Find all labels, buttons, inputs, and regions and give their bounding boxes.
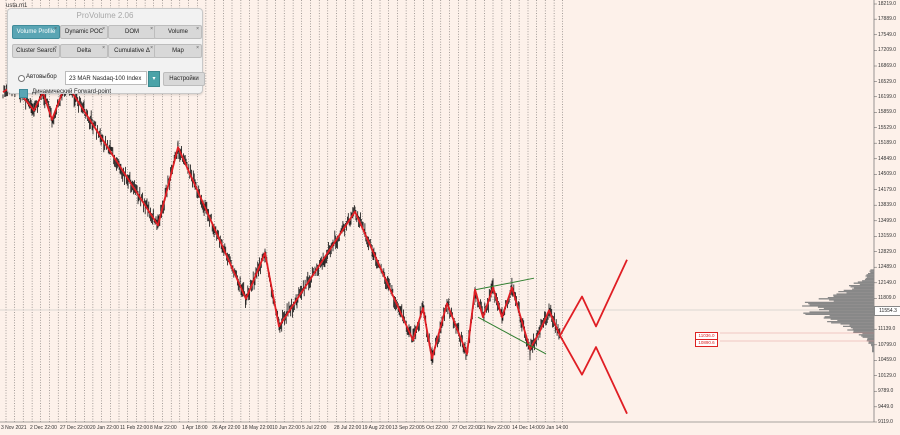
time-tick-label: 21 Nov 22:00 (480, 425, 510, 431)
provolume-panel: ProVolume 2.06 Volume Profile × Dynamic P… (7, 8, 205, 98)
price-tick-label: 12149.0 (878, 279, 897, 286)
cluster-search-button[interactable]: Cluster Search × (12, 44, 60, 58)
price-tick-label: 14179.0 (878, 186, 897, 193)
time-tick-label: 5 Jul 22:00 (302, 425, 327, 431)
time-tick-label: 27 Oct 22:00 (452, 425, 481, 431)
chevron-down-icon[interactable]: ▾ (148, 71, 160, 87)
time-tick-label: 3 Nov 2021 (1, 425, 27, 431)
time-tick-label: 28 Jul 22:00 (334, 425, 362, 431)
price-tick-label: 13499.0 (878, 217, 897, 224)
price-tick-label: 9449.0 (878, 403, 894, 410)
time-tick-label: 13 Sep 22:00 (392, 425, 422, 431)
time-tick-label: 11 Feb 22:00 (120, 425, 150, 431)
close-icon[interactable]: × (196, 45, 199, 51)
close-icon[interactable]: × (150, 45, 153, 51)
time-tick-label: 18 May 22:00 (242, 425, 273, 431)
volume-profile-button[interactable]: Volume Profile × (12, 25, 60, 39)
price-tick-label: 16529.0 (878, 78, 897, 85)
projection-up-line (559, 259, 628, 337)
price-tick-label: 11139.0 (878, 326, 896, 333)
dynamic-poc-button[interactable]: Dynamic POC × (60, 25, 108, 39)
price-tick-label: 13839.0 (878, 202, 897, 209)
price-tick-label: 12829.0 (878, 248, 897, 255)
channel-upper-line (475, 277, 535, 291)
time-tick-label: 20 Jan 22:00 (90, 425, 119, 431)
time-tick-label: 26 Apr 22:00 (212, 425, 241, 431)
price-tick-label: 10459.0 (878, 357, 897, 364)
price-tick-label: 17889.0 (878, 16, 897, 23)
instrument-field[interactable]: 23 MAR Nasdaq-100 Index (65, 71, 147, 85)
close-icon[interactable]: × (150, 26, 153, 32)
map-button[interactable]: Map × (154, 44, 202, 58)
delta-button[interactable]: Delta × (60, 44, 108, 58)
price-tick-label: 12489.0 (878, 264, 897, 271)
price-tick-label: 15189.0 (878, 140, 897, 147)
time-tick-label: 14 Dec 14:00 (512, 425, 542, 431)
settings-button[interactable]: Настройки (163, 72, 205, 86)
auto-select-radio[interactable] (18, 75, 25, 82)
close-icon[interactable]: × (54, 26, 57, 32)
time-tick-label: 10 Jun 22:00 (272, 425, 301, 431)
current-price-label: 11554.3 (874, 306, 900, 316)
price-tick-label: 15859.0 (878, 109, 897, 116)
time-tick-label: 27 Dec 22:00 (60, 425, 90, 431)
time-tick-label: 19 Aug 22:00 (362, 425, 392, 431)
time-tick-label: 5 Oct 22:00 (422, 425, 448, 431)
channel-lower-line (477, 316, 547, 355)
close-icon[interactable]: × (102, 45, 105, 51)
forward-point-label: Динамический Forward-point (32, 89, 112, 95)
level-tag-lower: 10890.6 (695, 339, 718, 347)
zigzag-line (2, 82, 561, 360)
price-tick-label: 15529.0 (878, 124, 897, 131)
price-tick-label: 18219.0 (878, 1, 897, 7)
price-tick-label: 16199.0 (878, 93, 897, 100)
close-icon[interactable]: × (102, 26, 105, 32)
price-tick-label: 9789.0 (878, 388, 894, 395)
symbol-label: usta.m1 (6, 3, 28, 9)
dom-button[interactable]: DOM × (108, 25, 156, 39)
price-tick-label: 14849.0 (878, 155, 897, 162)
price-tick-label: 17209.0 (878, 47, 897, 54)
volume-button[interactable]: Volume × (154, 25, 202, 39)
close-icon[interactable]: × (196, 26, 199, 32)
price-tick-label: 10799.0 (878, 341, 897, 348)
auto-select-label: Автовыбор (26, 74, 57, 80)
price-tick-label: 14509.0 (878, 171, 897, 178)
price-tick-label: 17549.0 (878, 31, 897, 38)
price-tick-label: 16869.0 (878, 63, 897, 69)
time-tick-label: 9 Jan 14:00 (542, 425, 569, 431)
projection-down-line (559, 335, 628, 415)
cumulative-delta-button[interactable]: Cumulative Δ × (108, 44, 156, 58)
forward-point-checkbox[interactable] (19, 89, 28, 98)
time-tick-label: 1 Apr 18:00 (182, 425, 208, 431)
close-icon[interactable]: × (54, 45, 57, 51)
price-tick-label: 13159.0 (878, 233, 897, 240)
time-tick-label: 2 Dec 22:00 (30, 425, 57, 431)
time-tick-label: 8 Mar 22:00 (150, 425, 177, 431)
price-tick-label: 9119.0 (878, 419, 893, 425)
panel-title: ProVolume 2.06 (76, 11, 134, 20)
price-tick-label: 10129.0 (878, 372, 897, 379)
price-tick-label: 11809.0 (878, 295, 896, 302)
